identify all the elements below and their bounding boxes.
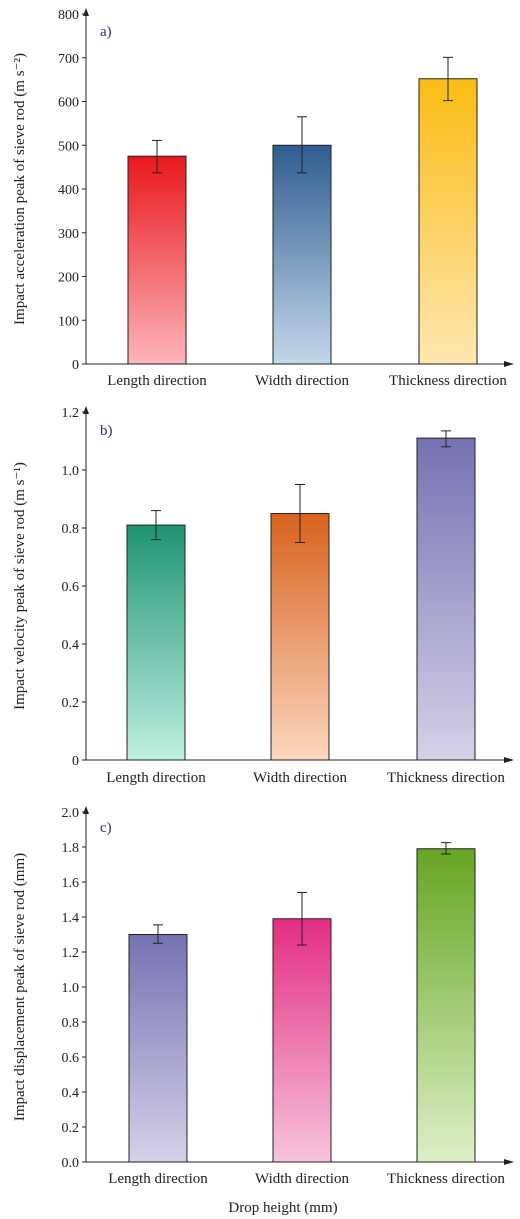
- y-tick-label: 600: [58, 96, 79, 111]
- panel-label: b): [100, 423, 113, 439]
- x-tick-label: Width direction: [253, 770, 347, 786]
- y-axis-arrow: [83, 8, 89, 16]
- panel-label: c): [100, 820, 112, 836]
- chart-panel-2: 0 0.2 0.4 0.6 0.8 1.0 1.2 Impact velocity peak …: [12, 406, 514, 786]
- x-tick-label: Thickness direction: [387, 1171, 505, 1187]
- x-axis-arrow: [504, 757, 514, 763]
- y-tick-label: 800: [58, 8, 79, 23]
- x-tick-label: Length direction: [106, 770, 206, 786]
- y-tick-label: 700: [58, 52, 79, 67]
- x-axis-label: Drop height (mm): [228, 1200, 337, 1216]
- y-tick-label: 2.0: [62, 806, 80, 821]
- bar: [272, 918, 332, 1163]
- chart-panel-3: 0.0 0.2 0.4 0.6 0.8 1.0 1.2 1.4 1.6 1.8 2.0 Impact …: [12, 806, 514, 1187]
- y-tick-label: 0.0: [62, 1156, 80, 1171]
- x-tick-label: Length direction: [108, 1171, 208, 1187]
- chart-panel-1: 0 100 200 300 400 500 600 700 800 Impact accelera…: [12, 8, 514, 389]
- x-axis-arrow: [504, 1159, 514, 1165]
- panel-label: a): [100, 24, 112, 40]
- y-axis-label: Impact displacement peak of sieve rod (m…: [12, 853, 28, 1121]
- bar: [416, 437, 476, 761]
- bar: [127, 155, 187, 365]
- y-tick-label: 100: [58, 314, 79, 329]
- y-tick-label: 1.0: [62, 464, 80, 479]
- y-tick-label: 0.6: [62, 1051, 80, 1066]
- bar: [270, 513, 330, 761]
- y-tick-label: 0.8: [62, 1016, 80, 1031]
- x-tick-label: Thickness direction: [389, 373, 507, 389]
- y-axis-label: Impact acceleration peak of sieve rod (m…: [12, 53, 28, 325]
- y-tick-label: 0.2: [62, 696, 80, 711]
- bar: [128, 934, 188, 1163]
- y-tick-label: 0: [72, 358, 79, 373]
- y-tick-label: 1.2: [62, 946, 80, 961]
- y-tick-label: 0.2: [62, 1121, 80, 1136]
- y-tick-label: 0.8: [62, 522, 80, 537]
- bar: [416, 848, 476, 1163]
- y-tick-label: 1.8: [62, 841, 80, 856]
- y-tick-label: 0.4: [62, 1086, 80, 1101]
- y-tick-label: 1.0: [62, 981, 80, 996]
- y-tick-label: 0.6: [62, 580, 80, 595]
- bar: [126, 524, 186, 761]
- y-tick-label: 0.4: [62, 638, 80, 653]
- y-tick-label: 0: [72, 754, 79, 769]
- y-tick-label: 200: [58, 271, 79, 286]
- x-tick-label: Width direction: [255, 373, 349, 389]
- bar: [418, 78, 478, 365]
- y-tick-label: 1.2: [62, 406, 80, 421]
- y-tick-label: 1.4: [62, 911, 80, 926]
- y-tick-label: 500: [58, 139, 79, 154]
- y-axis-arrow: [83, 806, 89, 814]
- x-axis-arrow: [504, 361, 514, 367]
- y-axis-label: Impact velocity peak of sieve rod (m s⁻¹…: [12, 462, 28, 710]
- y-tick-label: 1.6: [62, 876, 80, 891]
- x-tick-label: Thickness direction: [387, 770, 505, 786]
- y-tick-label: 300: [58, 227, 79, 242]
- y-tick-label: 400: [58, 183, 79, 198]
- x-tick-label: Length direction: [107, 373, 207, 389]
- x-tick-label: Width direction: [255, 1171, 349, 1187]
- y-axis-arrow: [83, 406, 89, 414]
- bar: [272, 144, 332, 365]
